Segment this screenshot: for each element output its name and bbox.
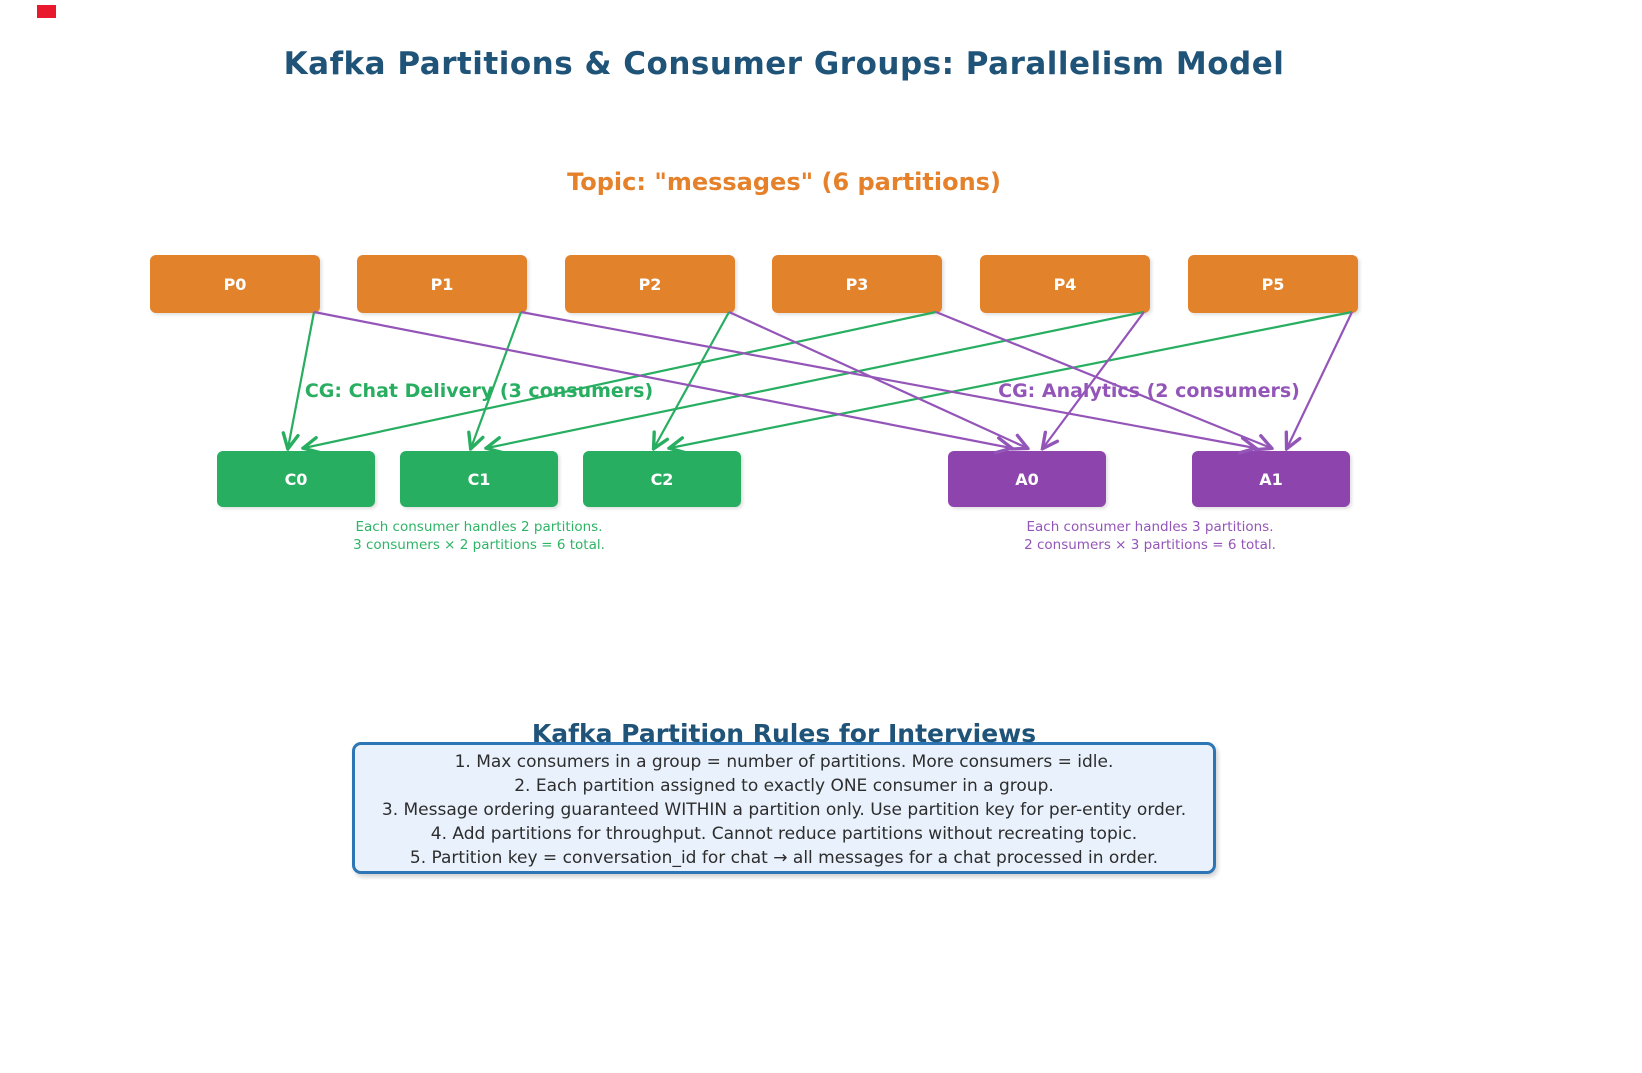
- rule-item: 2. Each partition assigned to exactly ON…: [514, 776, 1054, 796]
- rule-item: 1. Max consumers in a group = number of …: [454, 752, 1114, 772]
- consumer-group-label-chat: CG: Chat Delivery (3 consumers): [304, 380, 654, 402]
- consumer-box-c0: C0: [217, 451, 375, 507]
- rule-item: 5. Partition key = conversation_id for c…: [409, 848, 1159, 868]
- partition-label: P4: [1053, 274, 1077, 294]
- partition-box-p2: P2: [565, 255, 735, 313]
- partition-label: P3: [845, 274, 869, 294]
- consumer-box-a1: A1: [1192, 451, 1350, 507]
- partition-label: P0: [223, 274, 247, 294]
- partition-label: P5: [1261, 274, 1285, 294]
- consumer-box-a0: A0: [948, 451, 1106, 507]
- consumer-label: C0: [284, 469, 308, 489]
- note-chat: Each consumer handles 2 partitions. 3 co…: [353, 519, 605, 554]
- consumer-label: A0: [1015, 469, 1039, 489]
- partition-label: P2: [638, 274, 662, 294]
- rules-list: 1. Max consumers in a group = number of …: [355, 750, 1213, 870]
- note-chat-line1: Each consumer handles 2 partitions.: [355, 519, 603, 535]
- note-analytics-line1: Each consumer handles 3 partitions.: [1026, 519, 1274, 535]
- partition-box-p1: P1: [357, 255, 527, 313]
- assignment-arrow-p2-a0: [728, 310, 1027, 448]
- consumer-box-c1: C1: [400, 451, 558, 507]
- screen-corner-artifact: [37, 5, 56, 18]
- consumer-label: C1: [467, 469, 491, 489]
- consumer-group-label-analytics: CG: Analytics (2 consumers): [998, 380, 1300, 402]
- topic-label: Topic: "messages" (6 partitions): [567, 168, 1001, 196]
- assignment-arrow-p2-c2: [654, 311, 730, 448]
- partition-box-p0: P0: [150, 255, 320, 313]
- rule-item: 3. Message ordering guaranteed WITHIN a …: [381, 800, 1187, 820]
- consumer-label: A1: [1259, 469, 1283, 489]
- note-analytics-line2: 2 consumers × 3 partitions = 6 total.: [1024, 536, 1276, 553]
- partition-box-p5: P5: [1188, 255, 1358, 313]
- rules-heading: Kafka Partition Rules for Interviews: [531, 719, 1037, 748]
- partition-box-p4: P4: [980, 255, 1150, 313]
- partition-label: P1: [430, 274, 454, 294]
- rule-item: 4. Add partitions for throughput. Cannot…: [430, 824, 1138, 844]
- note-analytics: Each consumer handles 3 partitions. 2 co…: [1024, 519, 1276, 554]
- partition-box-p3: P3: [772, 255, 942, 313]
- note-chat-line2: 3 consumers × 2 partitions = 6 total.: [353, 536, 605, 553]
- consumer-label: C2: [650, 469, 674, 489]
- rules-box: 1. Max consumers in a group = number of …: [352, 742, 1216, 874]
- diagram-title: Kafka Partitions & Consumer Groups: Para…: [283, 46, 1285, 82]
- consumer-box-c2: C2: [583, 451, 741, 507]
